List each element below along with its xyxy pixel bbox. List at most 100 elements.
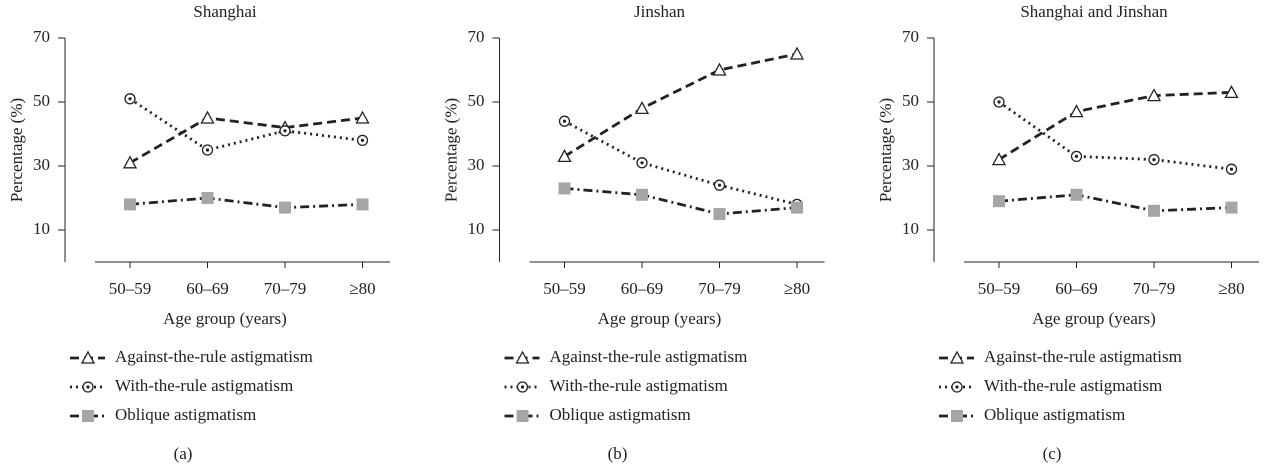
- legend-label: Oblique astigmatism: [550, 405, 691, 424]
- marker: [1070, 188, 1083, 201]
- panel-label: (b): [608, 444, 628, 463]
- marker-dot: [717, 183, 722, 187]
- series-line: [998, 193, 1232, 213]
- marker: [1069, 104, 1084, 118]
- marker: [201, 192, 214, 204]
- x-tick-label: 50–59: [543, 279, 586, 298]
- series-line: [563, 52, 798, 158]
- marker-dot: [205, 148, 210, 152]
- y-tick-label: 30: [902, 155, 919, 174]
- marker: [789, 46, 805, 60]
- x-axis-label: Age group (years): [1032, 309, 1156, 328]
- marker-dot: [283, 129, 287, 133]
- marker: [279, 125, 291, 137]
- x-tick-label: 60–69: [1055, 279, 1098, 298]
- y-tick-label: 70: [33, 27, 50, 46]
- y-tick-label: 50: [902, 91, 919, 110]
- panel-label: (c): [1043, 444, 1062, 463]
- marker: [636, 188, 648, 201]
- marker-dot: [360, 138, 365, 142]
- marker: [200, 110, 215, 124]
- marker: [516, 410, 529, 422]
- marker: [124, 93, 136, 105]
- marker: [1225, 163, 1238, 175]
- marker: [713, 208, 726, 220]
- chart-title: Jinshan: [634, 2, 686, 21]
- marker: [712, 62, 727, 76]
- marker: [951, 410, 963, 422]
- chart-title: Shanghai and Jinshan: [1020, 2, 1168, 21]
- x-tick-label: 50–59: [978, 279, 1021, 298]
- marker: [951, 381, 963, 393]
- y-tick-label: 10: [33, 219, 50, 238]
- marker-dot: [520, 385, 525, 389]
- marker: [82, 381, 94, 393]
- y-axis-label: Percentage (%): [7, 98, 26, 202]
- y-tick-label: 50: [468, 91, 485, 110]
- x-tick-label: ≥80: [349, 279, 375, 298]
- x-tick-label: ≥80: [784, 279, 810, 298]
- marker: [557, 149, 572, 163]
- series-line: [129, 116, 363, 165]
- marker: [82, 410, 94, 422]
- series-line: [564, 187, 798, 216]
- marker: [558, 182, 571, 195]
- marker-dot: [562, 119, 567, 123]
- marker-dot: [86, 385, 90, 389]
- marker: [791, 201, 803, 214]
- y-tick-label: 10: [468, 219, 485, 238]
- panel-label: (a): [174, 444, 193, 463]
- legend-label: Oblique astigmatism: [984, 405, 1125, 424]
- legend-label: Against-the-rule astigmatism: [115, 347, 313, 366]
- x-tick-label: 70–79: [698, 279, 741, 298]
- marker: [993, 96, 1005, 108]
- marker: [713, 179, 726, 191]
- series-line: [129, 97, 363, 152]
- marker: [1148, 153, 1160, 166]
- marker: [949, 350, 965, 364]
- y-tick-label: 50: [33, 91, 50, 110]
- marker: [80, 350, 96, 364]
- marker: [356, 198, 369, 211]
- series-line: [129, 196, 363, 210]
- marker: [122, 155, 138, 169]
- marker: [558, 115, 571, 127]
- legend-label: Oblique astigmatism: [115, 405, 256, 424]
- marker-dot: [1229, 167, 1234, 171]
- marker: [636, 157, 648, 169]
- marker: [1146, 88, 1162, 102]
- marker-dot: [640, 161, 644, 165]
- legend-label: Against-the-rule astigmatism: [550, 347, 748, 366]
- marker: [515, 350, 530, 364]
- y-axis-label: Percentage (%): [441, 98, 460, 202]
- chart-title: Shanghai: [193, 2, 257, 21]
- marker: [1225, 201, 1238, 214]
- y-axis-label: Percentage (%): [876, 98, 895, 202]
- marker-dot: [1074, 154, 1079, 158]
- marker: [991, 152, 1007, 166]
- marker-dot: [1152, 158, 1156, 162]
- marker: [279, 201, 291, 214]
- series-line: [563, 119, 798, 206]
- marker: [124, 198, 136, 211]
- y-tick-label: 70: [902, 27, 919, 46]
- series-line: [998, 91, 1232, 161]
- marker: [1148, 204, 1160, 217]
- marker: [201, 144, 214, 156]
- marker-dot: [955, 385, 959, 389]
- series-line: [998, 100, 1232, 171]
- marker: [516, 381, 529, 393]
- marker: [1070, 150, 1083, 163]
- marker-dot: [997, 100, 1001, 104]
- marker-dot: [128, 97, 132, 101]
- legend-label: With-the-rule astigmatism: [115, 376, 293, 395]
- y-tick-label: 30: [468, 155, 485, 174]
- x-tick-label: ≥80: [1218, 279, 1244, 298]
- x-axis-label: Age group (years): [163, 309, 287, 328]
- y-tick-label: 30: [33, 155, 50, 174]
- x-axis-label: Age group (years): [598, 309, 722, 328]
- x-tick-label: 50–59: [109, 279, 152, 298]
- marker: [1224, 85, 1239, 99]
- legend-label: With-the-rule astigmatism: [550, 376, 728, 395]
